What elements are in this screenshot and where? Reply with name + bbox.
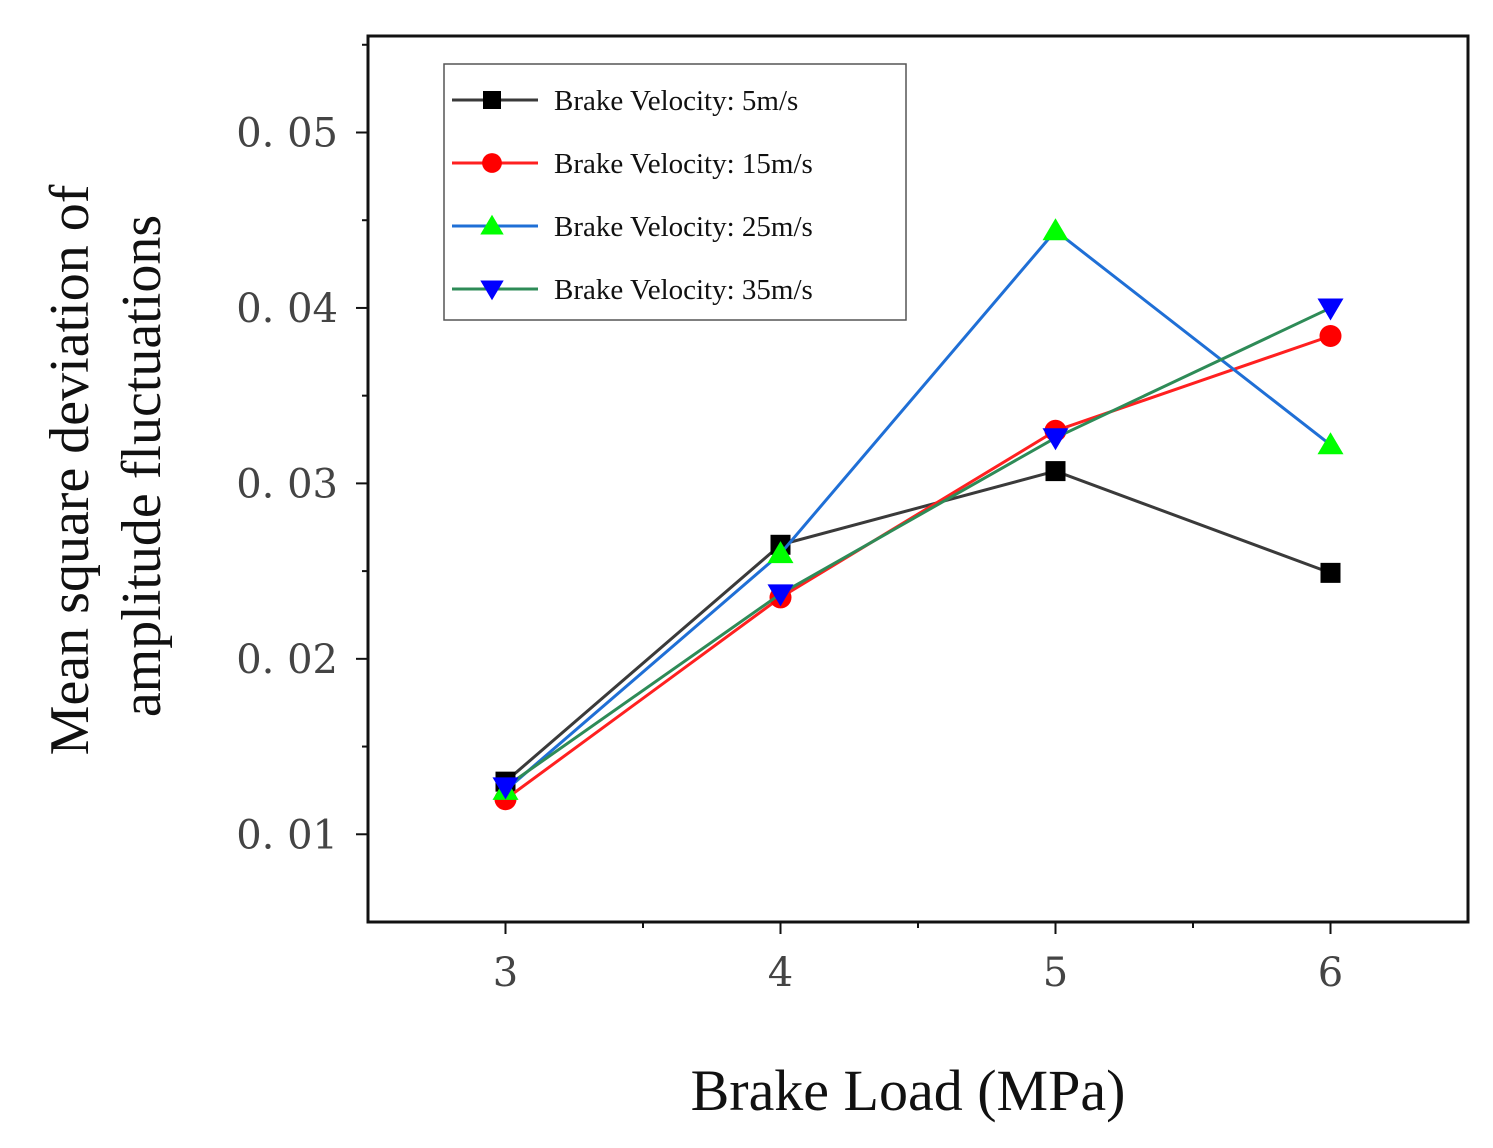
legend-marker (483, 91, 501, 109)
x-tick-label: 6 (1318, 950, 1343, 996)
data-point (1319, 325, 1342, 348)
legend-item: Brake Velocity: 35m/s (452, 274, 813, 306)
x-tick-label: 5 (1043, 950, 1068, 996)
legend-label: Brake Velocity: 25m/s (554, 211, 813, 243)
data-point (1320, 562, 1341, 583)
data-point (1317, 432, 1344, 455)
y-tick-label: 0. 01 (236, 812, 338, 858)
data-point (767, 584, 794, 607)
data-point (767, 541, 794, 564)
x-axis-title: Brake Load (MPa) (691, 1058, 1126, 1123)
data-point (1317, 298, 1344, 321)
y-tick-label: 0. 05 (236, 110, 338, 156)
y-tick-label: 0. 02 (236, 637, 338, 683)
data-point (1042, 428, 1069, 451)
plot-frame (366, 34, 1470, 924)
series-1 (495, 461, 1341, 792)
series-line (504, 334, 1331, 801)
series-line (504, 306, 1332, 789)
legend-item: Brake Velocity: 15m/s (452, 148, 813, 180)
series-layer (492, 218, 1344, 811)
legend: Brake Velocity: 5m/s Brake Velocity: 15m/… (443, 63, 907, 321)
series-line (504, 469, 1332, 783)
legend-label: Brake Velocity: 5m/s (554, 85, 798, 117)
x-tick-label: 3 (493, 950, 518, 996)
y-tick-label: 0. 04 (236, 286, 338, 332)
data-point (1042, 218, 1069, 241)
legend-label: Brake Velocity: 15m/s (554, 148, 813, 180)
legend-item: Brake Velocity: 5m/s (452, 85, 798, 117)
legend-label: Brake Velocity: 35m/s (554, 274, 813, 306)
y-tick-label: 0. 03 (236, 461, 338, 507)
y-axis-title-line2: amplitude fluctuations (111, 215, 173, 717)
legend-box (443, 63, 907, 321)
x-tick-label: 4 (768, 950, 793, 996)
series-4 (492, 298, 1344, 800)
series-2 (494, 325, 1342, 811)
ticks-layer: 3 4 5 6 0. 01 0. 02 0. 03 0. 04 0. 05 (236, 43, 1343, 996)
series-line (504, 228, 1332, 792)
legend-marker (482, 153, 502, 173)
legend-marker (480, 280, 504, 301)
data-point (1045, 461, 1066, 482)
legend-marker (480, 214, 504, 235)
data-point (492, 777, 519, 800)
legend-item: Brake Velocity: 25m/s (452, 211, 813, 243)
y-axis-title-line1: Mean square deviation of (39, 184, 101, 755)
